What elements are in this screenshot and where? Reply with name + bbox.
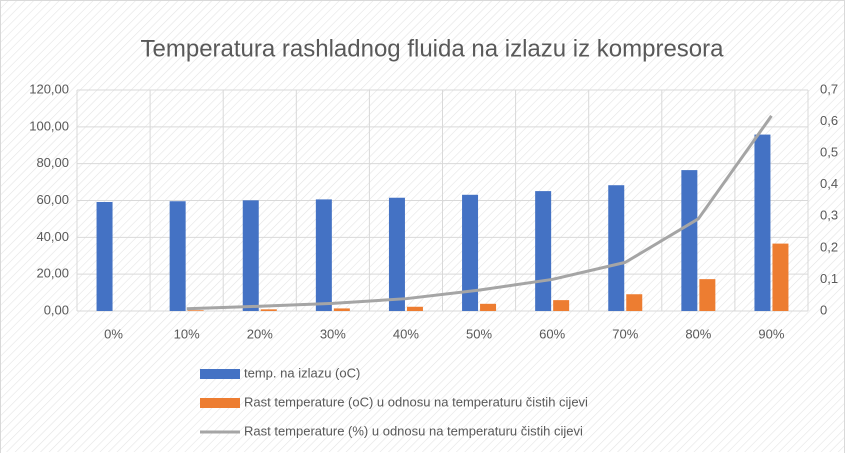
- y-tick-label: 0,00: [44, 302, 69, 317]
- bar: [315, 199, 332, 311]
- legend-label: Rast temperature (%) u odnosu na tempera…: [244, 423, 583, 438]
- y-tick-label: 100,00: [29, 118, 69, 133]
- y-tick-label: 80,00: [36, 155, 69, 170]
- x-tick-label: 30%: [320, 326, 346, 341]
- bar: [333, 308, 350, 311]
- legend-swatch: [200, 369, 240, 379]
- bar: [462, 194, 479, 311]
- bar: [626, 294, 643, 311]
- x-tick-label: 90%: [758, 326, 784, 341]
- x-tick-label: 70%: [612, 326, 638, 341]
- x-tick-label: 60%: [539, 326, 565, 341]
- bar: [406, 306, 423, 311]
- y-tick-label: 60,00: [36, 192, 69, 207]
- line: [186, 115, 773, 311]
- y2-tick-label: 0,1: [820, 271, 838, 286]
- y2-tick-label: 0,2: [820, 239, 838, 254]
- y2-tick-label: 0: [820, 302, 827, 317]
- legend-label: Rast temperature (oC) u odnosu na temper…: [244, 394, 588, 409]
- y2-tick-label: 0,3: [820, 208, 838, 223]
- bar: [480, 303, 497, 311]
- bar: [388, 197, 405, 311]
- bar: [96, 201, 113, 311]
- x-tick-label: 0%: [104, 326, 123, 341]
- bar: [754, 134, 771, 311]
- x-tick-label: 80%: [685, 326, 711, 341]
- bar: [681, 170, 698, 311]
- x-tick-label: 50%: [466, 326, 492, 341]
- y-tick-label: 40,00: [36, 229, 69, 244]
- bar: [772, 243, 789, 311]
- legend-label: temp. na izlazu (oC): [244, 365, 360, 380]
- y-tick-label: 20,00: [36, 266, 69, 281]
- bar: [535, 191, 552, 311]
- x-tick-label: 20%: [247, 326, 273, 341]
- x-tick-label: 10%: [174, 326, 200, 341]
- bar: [553, 300, 570, 311]
- y2-tick-label: 0,5: [820, 145, 838, 160]
- y-tick-label: 120,00: [29, 81, 69, 96]
- bar: [260, 309, 277, 311]
- bar: [242, 200, 259, 311]
- y2-tick-label: 0,6: [820, 113, 838, 128]
- bar: [699, 279, 716, 311]
- bar: [608, 185, 625, 311]
- x-tick-label: 40%: [393, 326, 419, 341]
- y2-tick-label: 0,4: [820, 176, 838, 191]
- bar: [187, 310, 204, 311]
- chart-title: Temperatura rashladnog fluida na izlazu …: [141, 35, 725, 62]
- bar: [169, 201, 186, 311]
- y2-tick-label: 0,7: [820, 81, 838, 96]
- legend-swatch: [200, 398, 240, 408]
